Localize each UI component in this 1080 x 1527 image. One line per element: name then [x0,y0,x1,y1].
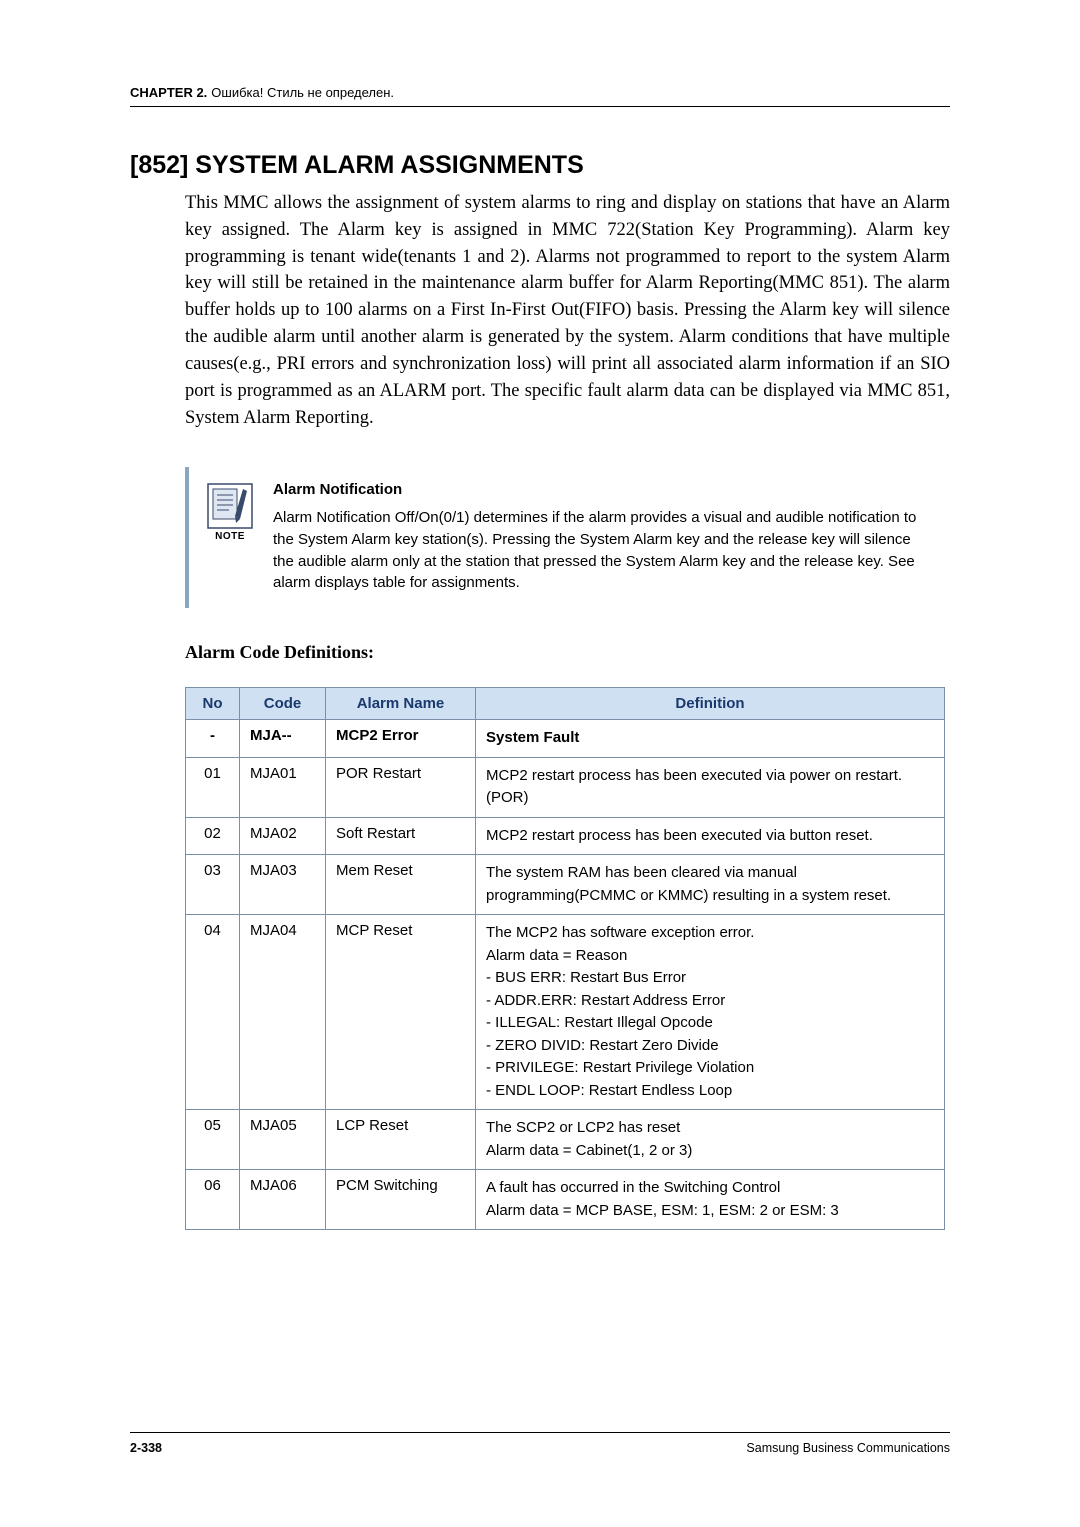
section-body: This MMC allows the assignment of system… [185,190,950,431]
definition-line: - PRIVILEGE: Restart Privilege Violation [486,1057,934,1080]
table-row: 06MJA06PCM Switching A fault has occurred… [186,1170,945,1230]
cell-alarm-name: LCP Reset [326,1110,476,1170]
definition-line: Alarm data = MCP BASE, ESM: 1, ESM: 2 or… [486,1200,934,1223]
alarm-table: No Code Alarm Name Definition -MJA--MCP2… [185,687,945,1230]
note-body: Alarm Notification Off/On(0/1) determine… [273,507,932,594]
col-definition: Definition [476,688,945,720]
col-code: Code [240,688,326,720]
page-number: 2-338 [130,1441,162,1455]
cell-no: 04 [186,915,240,1110]
cell-code: MJA06 [240,1170,326,1230]
cell-no: - [186,720,240,758]
cell-alarm-name: Soft Restart [326,817,476,855]
note-icon-wrap: NOTE [203,479,257,594]
definition-line: The MCP2 has software exception error. [486,922,934,945]
table-header-row: No Code Alarm Name Definition [186,688,945,720]
note-box: NOTE Alarm Notification Alarm Notificati… [185,467,950,608]
table-row: 05MJA05LCP ResetThe SCP2 or LCP2 has res… [186,1110,945,1170]
cell-definition: MCP2 restart process has been executed v… [476,817,945,855]
cell-no: 05 [186,1110,240,1170]
cell-definition: System Fault [476,720,945,758]
cell-code: MJA03 [240,855,326,915]
table-row: 03MJA03Mem ResetThe system RAM has been … [186,855,945,915]
definition-line: - ZERO DIVID: Restart Zero Divide [486,1035,934,1058]
page-footer: 2-338 Samsung Business Communications [130,1432,950,1455]
definition-line: Alarm data = Cabinet(1, 2 or 3) [486,1140,934,1163]
cell-definition: A fault has occurred in the Switching Co… [476,1170,945,1230]
definition-line: Alarm data = Reason [486,945,934,968]
cell-definition: The system RAM has been cleared via manu… [476,855,945,915]
definition-line: A fault has occurred in the Switching Co… [486,1177,934,1200]
cell-no: 02 [186,817,240,855]
cell-code: MJA-- [240,720,326,758]
cell-code: MJA01 [240,757,326,817]
cell-no: 03 [186,855,240,915]
cell-alarm-name: MCP2 Error [326,720,476,758]
cell-code: MJA02 [240,817,326,855]
cell-no: 01 [186,757,240,817]
definition-line: System Fault [486,727,934,750]
definition-line: - ADDR.ERR: Restart Address Error [486,990,934,1013]
definition-line: - BUS ERR: Restart Bus Error [486,967,934,990]
section-title: [852] SYSTEM ALARM ASSIGNMENTS [130,151,950,180]
definition-line: - ILLEGAL: Restart Illegal Opcode [486,1012,934,1035]
definition-line: - ENDL LOOP: Restart Endless Loop [486,1080,934,1103]
definition-line: MCP2 restart process has been executed v… [486,765,934,810]
cell-code: MJA04 [240,915,326,1110]
definition-line: The system RAM has been cleared via manu… [486,862,934,907]
definitions-heading: Alarm Code Definitions: [185,642,950,663]
page-header: CHAPTER 2. Ошибка! Стиль не определен. [130,85,950,107]
cell-alarm-name: POR Restart [326,757,476,817]
table-row: -MJA--MCP2 Error System Fault [186,720,945,758]
table-row: 01MJA01POR RestartMCP2 restart process h… [186,757,945,817]
table-row: 04MJA04MCP ResetThe MCP2 has software ex… [186,915,945,1110]
cell-alarm-name: MCP Reset [326,915,476,1110]
note-icon [207,483,253,529]
col-no: No [186,688,240,720]
cell-definition: The SCP2 or LCP2 has resetAlarm data = C… [476,1110,945,1170]
definition-line: The SCP2 or LCP2 has reset [486,1117,934,1140]
note-label: NOTE [215,531,245,542]
chapter-label: CHAPTER 2. [130,85,207,100]
note-content: Alarm Notification Alarm Notification Of… [273,479,932,594]
table-row: 02MJA02Soft Restart MCP2 restart process … [186,817,945,855]
cell-code: MJA05 [240,1110,326,1170]
col-alarm-name: Alarm Name [326,688,476,720]
cell-no: 06 [186,1170,240,1230]
footer-company: Samsung Business Communications [746,1441,950,1455]
note-title: Alarm Notification [273,479,932,501]
cell-alarm-name: PCM Switching [326,1170,476,1230]
definition-line: MCP2 restart process has been executed v… [486,825,934,848]
cell-definition: The MCP2 has software exception error.Al… [476,915,945,1110]
header-error-text: Ошибка! Стиль не определен. [211,85,394,100]
cell-alarm-name: Mem Reset [326,855,476,915]
cell-definition: MCP2 restart process has been executed v… [476,757,945,817]
